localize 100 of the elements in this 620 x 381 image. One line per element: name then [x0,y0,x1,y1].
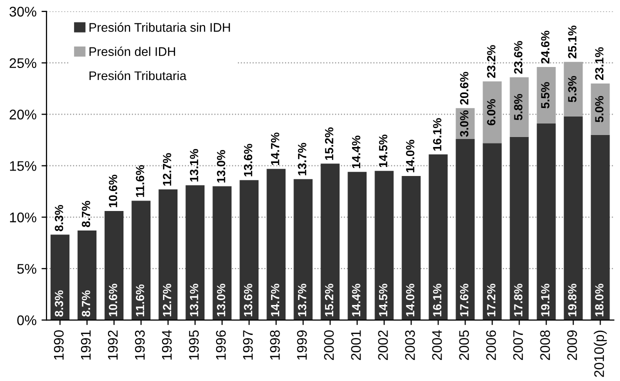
y-tick-label: 20% [10,110,36,120]
total-label: 8.3% [54,204,64,232]
legend-label: Presión Tributaria sin IDH [90,22,230,32]
total-label: 24.6% [541,30,550,64]
bar [482,143,502,320]
bar [158,189,178,320]
x-tick-label: 2008 [540,330,550,360]
data-label: 17.8% [514,284,522,316]
data-label: 13.0% [216,284,226,316]
bar [590,134,610,320]
x-tick-label: 2007 [513,330,523,360]
y-tick-label: 30% [10,6,36,17]
data-label: 5.0% [595,96,604,122]
total-label: 13.1% [190,149,198,182]
total-label: 14.7% [270,132,280,165]
data-label: 17.2% [487,284,496,316]
data-label: 19.8% [568,284,576,316]
annotation: Presión Tributaria [90,70,186,80]
bar [564,116,583,320]
data-label: 18.0% [595,284,604,316]
data-label: 14.7% [270,284,280,316]
data-label: 14.0% [406,284,414,316]
data-label: 17.6% [460,284,468,316]
x-tick-label: 2004 [432,330,442,360]
data-label: 13.1% [190,284,198,316]
y-tick-label: 0% [17,315,36,326]
bar [266,168,286,320]
data-label: 10.6% [108,284,118,316]
y-tick-label: 15% [10,161,36,171]
data-label: 5.5% [541,82,550,108]
total-label: 25.1% [568,26,576,58]
x-tick-label: 2000 [324,330,334,360]
bar [536,124,556,320]
bar [374,170,394,320]
bar [240,180,259,320]
x-tick-label: 1992 [108,330,118,360]
x-tick-label: 1998 [270,330,280,360]
total-label: 13.0% [216,150,226,182]
data-label: 11.6% [136,284,144,316]
data-label: 6.0% [487,99,496,126]
total-label: 23.6% [514,41,522,74]
bar [348,172,367,320]
x-tick-label: 2005 [459,330,469,360]
x-tick-label: 2010(p) [594,330,607,377]
x-tick-label: 2006 [486,330,496,360]
data-label: 15.2% [324,284,334,316]
total-label: 23.1% [595,47,604,80]
bar [402,176,421,320]
data-label: 8.3% [54,290,64,317]
y-tick-label: 5% [17,264,36,274]
total-label: 20.6% [460,72,468,105]
legend-label: Presión del IDH [90,46,176,56]
x-tick-label: 2009 [567,330,578,360]
data-label: 13.7% [298,284,306,316]
data-label: 12.7% [162,284,172,316]
data-label: 13.6% [244,284,252,316]
y-tick-label: 10% [10,212,36,222]
total-label: 14.0% [406,140,414,172]
total-label: 15.2% [324,127,334,160]
total-label: 14.5% [379,134,388,168]
total-label: 10.6% [108,174,118,208]
x-tick-label: 2001 [351,330,361,360]
total-label: 8.7% [82,200,90,228]
data-label: 5.3% [568,76,576,102]
x-tick-label: 1997 [243,330,253,360]
x-tick-label: 1991 [80,330,91,360]
data-label: 19.1% [541,284,550,316]
data-label: 3.0% [460,110,468,137]
x-tick-label: 1999 [297,330,307,360]
bar [186,185,205,320]
total-label: 16.1% [433,118,442,151]
bar [320,164,340,320]
x-tick-label: 1994 [162,330,172,360]
bar [212,186,232,320]
x-tick-label: 1990 [54,330,64,360]
total-label: 14.4% [352,136,360,168]
total-label: 11.6% [136,165,144,197]
bar [50,234,70,320]
bar [104,211,124,320]
x-tick-label: 1996 [216,330,226,360]
total-label: 12.7% [162,153,172,186]
bar [294,179,313,320]
x-tick-label: 1995 [188,330,199,360]
data-label: 14.5% [379,284,388,316]
y-tick-label: 25% [10,58,36,68]
total-label: 13.6% [244,144,252,176]
x-tick-label: 1993 [134,330,145,360]
bar [132,200,151,320]
data-label: 16.1% [433,284,442,316]
data-label: 14.4% [352,284,360,316]
bar [78,230,96,320]
bar [510,136,529,320]
bar [456,138,475,320]
bar [428,154,448,320]
data-label: 8.7% [82,290,90,317]
data-label: 5.8% [514,94,522,120]
total-label: 23.2% [487,45,496,78]
x-tick-label: 2002 [378,330,388,360]
x-tick-label: 2003 [405,330,415,360]
total-label: 13.7% [298,142,306,176]
